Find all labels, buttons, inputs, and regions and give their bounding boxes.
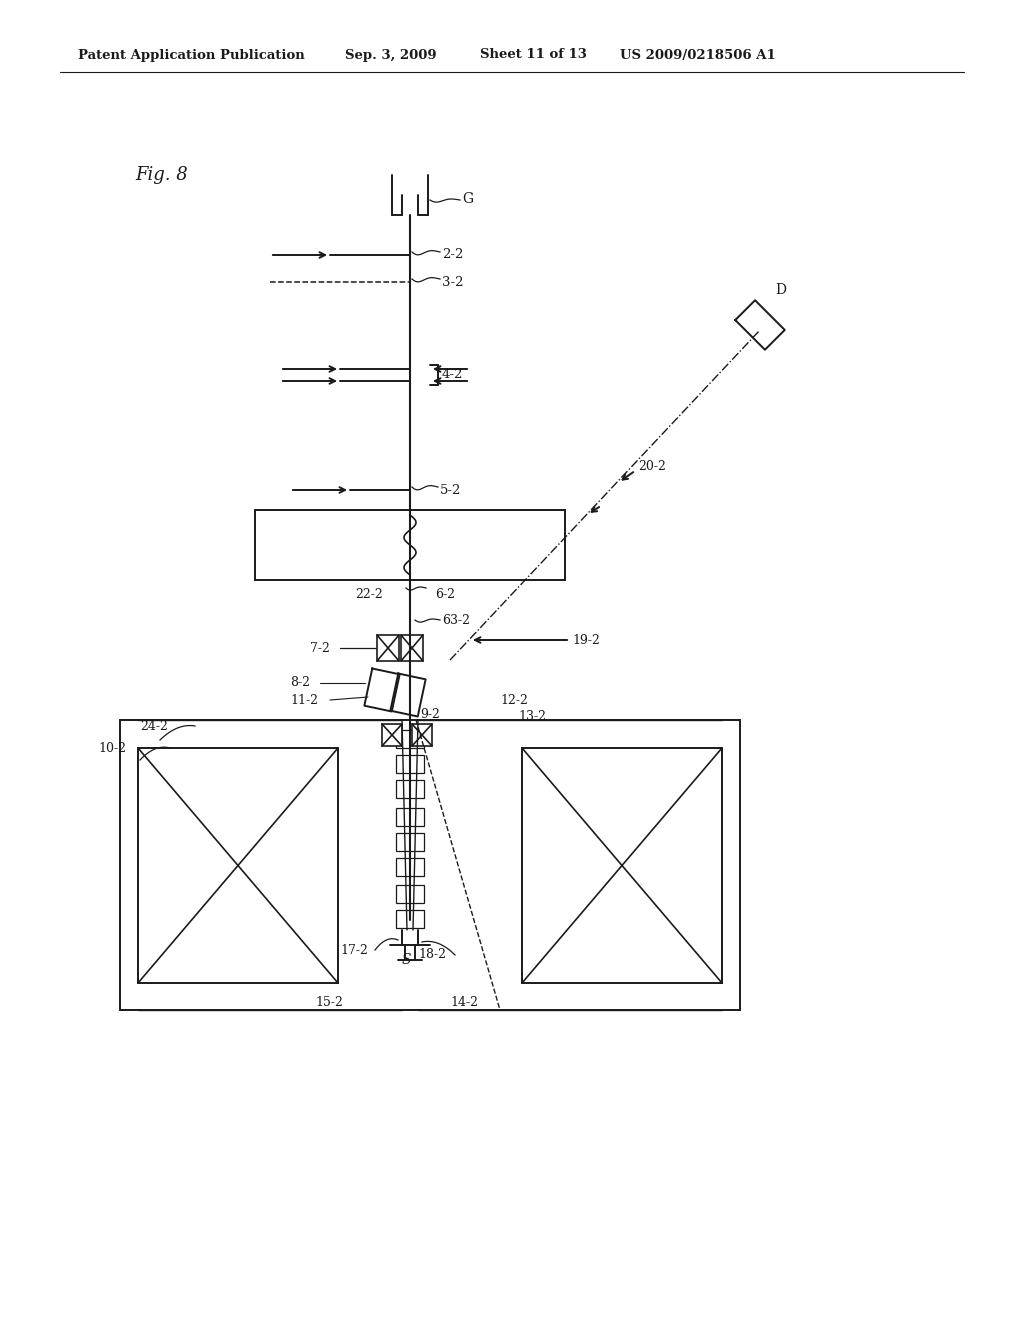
Text: G: G	[462, 191, 473, 206]
Bar	[377, 635, 399, 661]
Bar	[396, 833, 424, 851]
Text: Sep. 3, 2009: Sep. 3, 2009	[345, 49, 436, 62]
Bar	[522, 748, 722, 983]
Text: 10-2: 10-2	[98, 742, 126, 755]
Text: Fig. 8: Fig. 8	[135, 166, 187, 183]
Text: Sheet 11 of 13: Sheet 11 of 13	[480, 49, 587, 62]
Bar	[138, 748, 338, 983]
Bar	[396, 858, 424, 876]
Bar	[396, 780, 424, 799]
Text: 7-2: 7-2	[310, 642, 330, 655]
Text: 11-2: 11-2	[290, 693, 318, 706]
Text: 19-2: 19-2	[572, 634, 600, 647]
Bar	[412, 723, 432, 746]
Text: US 2009/0218506 A1: US 2009/0218506 A1	[620, 49, 776, 62]
Bar	[396, 808, 424, 826]
Text: Patent Application Publication: Patent Application Publication	[78, 49, 305, 62]
Text: 6-2: 6-2	[435, 587, 455, 601]
Text: 12-2: 12-2	[500, 693, 528, 706]
Bar	[396, 909, 424, 928]
Text: 24-2: 24-2	[140, 719, 168, 733]
Text: 14-2: 14-2	[450, 995, 478, 1008]
Text: 18-2: 18-2	[418, 949, 446, 961]
Text: 4-2: 4-2	[442, 368, 464, 381]
Text: 17-2: 17-2	[340, 944, 368, 957]
Text: 9-2: 9-2	[420, 709, 440, 722]
Bar	[396, 884, 424, 903]
Bar	[120, 719, 740, 1010]
Text: 13-2: 13-2	[518, 710, 546, 722]
Text: 2-2: 2-2	[442, 248, 464, 261]
Text: S: S	[402, 953, 412, 968]
Text: 3-2: 3-2	[442, 276, 464, 289]
Bar	[396, 730, 424, 748]
Bar	[396, 755, 424, 774]
Text: 8-2: 8-2	[290, 676, 310, 689]
Text: 22-2: 22-2	[355, 587, 383, 601]
Text: 63-2: 63-2	[442, 614, 470, 627]
Text: 15-2: 15-2	[315, 995, 343, 1008]
Text: 20-2: 20-2	[639, 459, 667, 473]
Bar	[255, 510, 565, 579]
Bar	[401, 635, 423, 661]
Text: 5-2: 5-2	[440, 483, 462, 496]
Text: D: D	[775, 282, 786, 297]
Bar	[382, 723, 402, 746]
